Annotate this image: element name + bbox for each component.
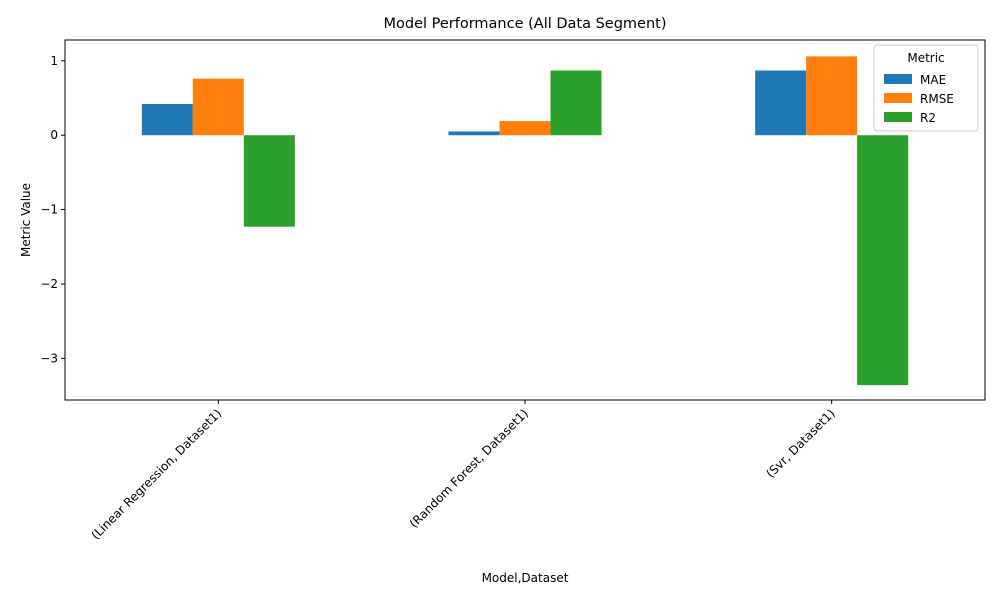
legend-label-mae: MAE (920, 73, 946, 87)
legend-label-r2: R2 (920, 111, 936, 125)
y-tick-label: −2 (40, 277, 58, 291)
chart-title: Model Performance (All Data Segment) (383, 16, 666, 32)
plot-frame (64, 39, 986, 401)
x-tick-label: (Svr, Dataset1) (763, 406, 837, 480)
legend-box (873, 44, 979, 132)
legend: Metric MAE RMSE R2 (873, 44, 979, 132)
bar-mae-1 (448, 131, 500, 136)
y-tick-label: −1 (40, 203, 58, 217)
x-tick-label: (Random Forest, Dataset1) (407, 406, 531, 530)
bar-r2-2 (857, 135, 909, 386)
bar-rmse-2 (806, 56, 858, 136)
y-axis-label: Metric Value (19, 183, 33, 257)
bar-rmse-0 (192, 78, 244, 136)
bar-mae-2 (755, 70, 807, 136)
x-tick-label: (Linear Regression, Dataset1) (88, 406, 224, 542)
y-tick-label: 1 (50, 54, 58, 68)
x-axis: (Linear Regression, Dataset1) (Random For… (88, 400, 838, 542)
bar-mae-0 (141, 103, 193, 136)
bar-r2-1 (550, 70, 602, 136)
y-axis: 1 0 −1 −2 −3 (40, 54, 65, 365)
y-tick-label: 0 (50, 128, 58, 142)
x-axis-label: Model,Dataset (482, 571, 569, 585)
bar-r2-0 (243, 135, 295, 227)
y-tick-label: −3 (40, 351, 58, 365)
legend-swatch-mae (884, 74, 912, 84)
legend-label-rmse: RMSE (920, 92, 954, 106)
bar-rmse-1 (499, 121, 551, 136)
legend-swatch-r2 (884, 112, 912, 122)
legend-swatch-rmse (884, 93, 912, 103)
legend-title: Metric (907, 51, 944, 65)
bars-group (141, 56, 909, 386)
